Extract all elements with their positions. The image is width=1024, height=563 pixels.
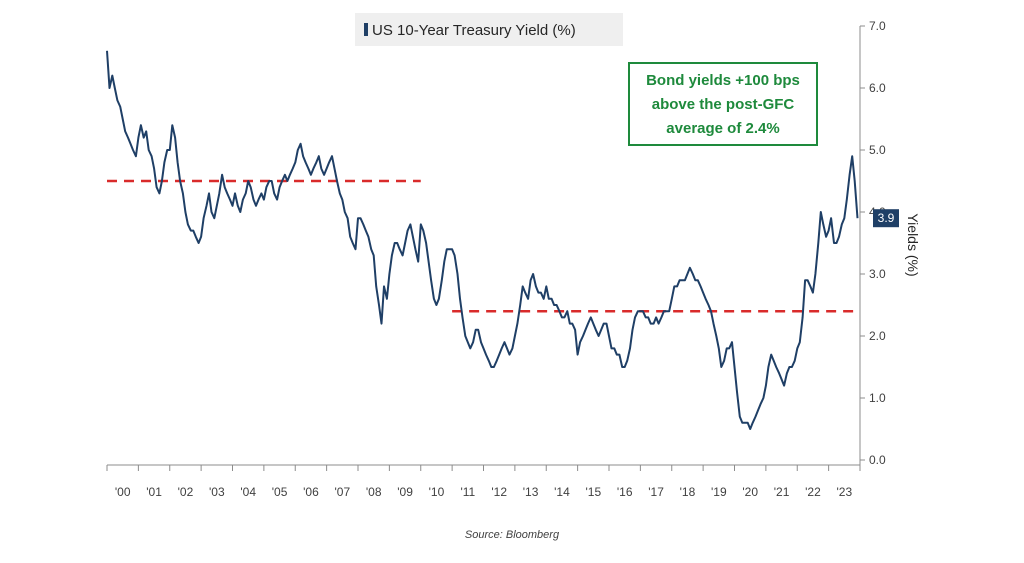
y-tick-label: 2.0 — [869, 329, 886, 343]
x-tick-label: '01 — [146, 485, 162, 499]
y-tick-label: 1.0 — [869, 391, 886, 405]
annotation-line-1: Bond yields +100 bps — [646, 72, 800, 89]
x-tick-label: '07 — [334, 485, 350, 499]
y-axis-title: Yields (%) — [905, 213, 921, 276]
x-tick-label: '22 — [805, 485, 821, 499]
x-tick-label: '15 — [585, 485, 601, 499]
y-tick-label: 7.0 — [869, 19, 886, 33]
source-note: Source: Bloomberg — [465, 529, 560, 541]
x-tick-label: '10 — [429, 485, 445, 499]
x-tick-label: '13 — [523, 485, 539, 499]
y-tick-label: 3.0 — [869, 267, 886, 281]
x-tick-label: '17 — [648, 485, 664, 499]
last-value-background — [873, 209, 899, 228]
y-tick-label: 0.0 — [869, 453, 886, 467]
x-tick-label: '18 — [680, 485, 696, 499]
x-tick-label: '20 — [742, 485, 758, 499]
legend: US 10-Year Treasury Yield (%) — [355, 13, 623, 46]
x-tick-label: '03 — [209, 485, 225, 499]
x-tick-label: '19 — [711, 485, 727, 499]
x-tick-label: '21 — [774, 485, 790, 499]
x-tick-label: '09 — [397, 485, 413, 499]
legend-background — [355, 13, 623, 46]
x-tick-label: '14 — [554, 485, 570, 499]
y-tick-label: 5.0 — [869, 143, 886, 157]
last-value-marker: 3.9 — [873, 209, 899, 228]
x-tick-label: '00 — [115, 485, 131, 499]
y-axis-ticks: 0.01.02.03.04.05.06.07.0 — [860, 19, 886, 467]
annotation-border — [628, 62, 818, 146]
x-tick-label: '23 — [836, 485, 852, 499]
x-tick-label: '02 — [178, 485, 194, 499]
legend-label: US 10-Year Treasury Yield (%) — [372, 22, 576, 39]
x-tick-label: '04 — [240, 485, 256, 499]
last-value-label: 3.9 — [878, 211, 895, 225]
reference-lines — [107, 179, 858, 313]
annotation-line-3: average of 2.4% — [666, 120, 779, 137]
y-tick-label: 6.0 — [869, 81, 886, 95]
annotation-box: Bond yields +100 bps above the post-GFC … — [628, 62, 818, 146]
legend-swatch — [364, 23, 368, 36]
x-tick-label: '06 — [303, 485, 319, 499]
x-tick-label: '12 — [491, 485, 507, 499]
series-line-us10y — [106, 50, 859, 430]
annotation-line-2: above the post-GFC — [652, 96, 795, 113]
x-axis-ticks: '00 '01 '02 '03 '04 '05 '06 '07 '08 '09 '10 '11 '12 '… — [106, 465, 861, 499]
x-tick-label: '08 — [366, 485, 382, 499]
x-tick-label: '05 — [272, 485, 288, 499]
x-tick-label: '11 — [460, 485, 475, 499]
x-tick-label: '16 — [617, 485, 633, 499]
